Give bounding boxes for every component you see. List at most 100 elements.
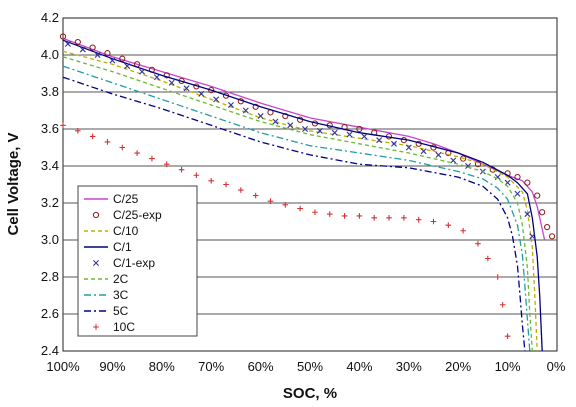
data-point-10c	[504, 333, 511, 339]
data-point-10c	[163, 161, 170, 167]
legend-entries: C/25 C/25-exp C/10 C/1 C/1-exp 2C 3C 5C 10C	[84, 192, 162, 334]
data-point-c-25-exp	[104, 50, 111, 57]
legend-label: 2C	[113, 272, 129, 286]
data-point-c-1-exp	[376, 137, 383, 144]
data-point-c-1-exp	[213, 96, 220, 103]
legend-label: C/1-exp	[113, 256, 155, 270]
series-c-25	[62, 37, 546, 241]
data-point-10c	[267, 198, 274, 204]
data-point-c-1-exp	[390, 140, 397, 147]
data-point-c-1-exp	[514, 190, 521, 197]
data-point-c-1-exp	[183, 85, 190, 92]
data-point-c-25-exp	[119, 55, 126, 62]
data-point-c-25-exp	[208, 87, 215, 94]
series-3c	[62, 65, 531, 352]
data-point-10c	[386, 215, 392, 221]
x-tick-label: 60%	[248, 359, 274, 374]
data-point-c-1-exp	[64, 40, 71, 47]
data-point-c-1-exp	[529, 233, 536, 240]
data-point-10c	[401, 215, 407, 221]
data-point-c-1-exp	[405, 144, 412, 151]
y-tick-label: 3.2	[41, 195, 59, 210]
data-point-c-25-exp	[548, 233, 556, 240]
data-point-10c	[371, 215, 378, 221]
series-c-1-exp	[64, 40, 536, 240]
data-point-10c	[60, 122, 66, 129]
data-point-c-1-exp	[316, 127, 323, 134]
series-line-c-1	[62, 39, 543, 352]
data-point-c-25-exp	[460, 155, 467, 162]
series-line-5c	[62, 76, 526, 352]
data-point-10c	[297, 205, 303, 212]
legend-item-2c: 2C	[84, 272, 129, 286]
data-point-10c	[494, 274, 501, 280]
data-point-c-1-exp	[242, 107, 249, 114]
data-point-c-25-exp	[59, 33, 67, 40]
series-10c	[60, 122, 511, 339]
legend-item-3c: 3C	[84, 288, 129, 302]
data-point-c-25-exp	[74, 38, 81, 46]
x-axis-title: SOC, %	[283, 385, 337, 402]
series-line-c-25	[62, 37, 546, 241]
y-tick-label: 3.4	[41, 158, 59, 173]
legend-item-c-1-exp: C/1-exp	[93, 256, 155, 270]
data-point-c-25-exp	[514, 174, 521, 181]
data-point-10c	[415, 216, 422, 223]
data-point-10c	[223, 181, 229, 188]
data-point-c-1-exp	[139, 68, 146, 75]
x-tick-label: 70%	[198, 359, 224, 374]
data-point-c-25-exp	[524, 179, 531, 186]
series-line-3c	[62, 65, 531, 352]
data-point-10c	[356, 213, 363, 219]
x-tick-label: 100%	[46, 359, 80, 374]
data-point-10c	[499, 301, 506, 308]
legend-marker	[93, 324, 99, 330]
data-point-c-1-exp	[124, 63, 131, 70]
series-line-2c	[62, 56, 533, 352]
legend-label: C/25	[113, 192, 139, 206]
legend-item-c-25: C/25	[84, 192, 139, 206]
legend-item-c-25-exp: C/25-exp	[92, 208, 162, 222]
legend-marker	[92, 211, 100, 219]
x-tick-label: 0%	[547, 359, 566, 374]
legend-item-c-10: C/10	[84, 224, 139, 238]
y-tick-label: 3.8	[41, 84, 59, 99]
data-point-c-1-exp	[94, 52, 101, 58]
data-point-c-1-exp	[153, 74, 160, 81]
x-tick-label: 90%	[99, 359, 125, 374]
y-tick-label: 2.6	[41, 306, 59, 321]
data-point-c-1-exp	[272, 118, 279, 125]
y-axis-title: Cell Voltage, V	[5, 132, 22, 235]
data-point-10c	[178, 166, 185, 173]
data-point-10c	[208, 178, 214, 184]
data-point-10c	[238, 187, 244, 193]
data-point-10c	[312, 209, 318, 216]
data-point-c-1-exp	[361, 133, 368, 140]
data-point-c-1-exp	[494, 174, 501, 181]
series-c-10	[62, 50, 538, 352]
data-point-10c	[104, 139, 111, 145]
data-point-10c	[252, 192, 259, 199]
data-point-10c	[119, 144, 126, 151]
x-tick-labels: 100% 90% 80% 70% 60% 50% 40% 30% 20% 10% 0%	[46, 359, 565, 374]
data-point-10c	[149, 155, 155, 162]
legend-label: C/25-exp	[113, 208, 162, 222]
data-point-10c	[485, 255, 491, 262]
data-point-10c	[282, 202, 289, 208]
legend: C/25 C/25-exp C/10 C/1 C/1-exp 2C 3C 5C 10C	[77, 185, 198, 337]
data-point-c-1-exp	[524, 211, 531, 218]
data-point-c-25-exp	[282, 112, 289, 120]
y-tick-label: 2.8	[41, 269, 59, 284]
data-point-10c	[326, 211, 333, 217]
series-c-1	[62, 39, 543, 352]
y-tick-label: 2.4	[41, 343, 59, 358]
data-point-c-1-exp	[109, 57, 116, 64]
data-point-10c	[193, 172, 200, 179]
series-2c	[62, 56, 533, 352]
legend-label: 10C	[113, 320, 135, 334]
data-point-c-1-exp	[227, 101, 234, 108]
data-point-10c	[445, 222, 452, 228]
data-point-10c	[89, 133, 96, 140]
data-point-c-25-exp	[163, 72, 170, 79]
